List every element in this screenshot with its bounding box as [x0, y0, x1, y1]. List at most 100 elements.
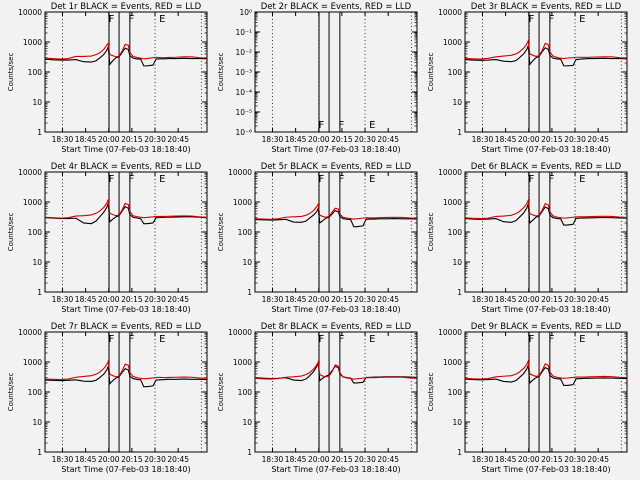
x-tick-label: 20:30 [354, 455, 376, 464]
y-axis-label: Counts/sec [427, 373, 435, 412]
flag-label: E [579, 174, 585, 185]
flag-label: E [369, 334, 375, 345]
panel-title: Det 7r BLACK = Events, RED = LLD [51, 322, 202, 332]
y-tick-label: 1000 [23, 358, 42, 367]
x-tick-label: 20:15 [121, 135, 143, 144]
x-tick-label: 18:30 [262, 135, 284, 144]
x-tick-label: 20:45 [167, 455, 189, 464]
y-tick-label: 100 [28, 68, 43, 77]
y-tick-label: 1 [457, 288, 462, 297]
y-tick-label: 100 [448, 228, 463, 237]
flag-label: F [318, 120, 324, 131]
y-tick-label: 10 [242, 258, 252, 267]
x-tick-label: 18:30 [52, 455, 74, 464]
panel-det-3: Det 3r BLACK = Events, RED = LLD 1 10 100 10… [427, 2, 628, 154]
flag-label: F [549, 334, 555, 345]
y-tick-label: 10 [452, 418, 462, 427]
y-tick-label: 1000 [233, 358, 252, 367]
y-tick-label: 10⁰ [239, 8, 252, 17]
x-tick-label: 20:30 [564, 455, 586, 464]
x-tick-label: 20:30 [564, 295, 586, 304]
panel-title: Det 2r BLACK = Events, RED = LLD [261, 2, 412, 12]
flag-label: F [528, 174, 534, 185]
plot-frame [464, 11, 628, 133]
y-tick-label: 100 [238, 388, 253, 397]
x-axis-label: Start Time (07-Feb-03 18:18:40) [481, 145, 610, 154]
panel-title: Det 9r BLACK = Events, RED = LLD [471, 322, 622, 332]
x-tick-label: 18:45 [75, 455, 97, 464]
x-tick-label: 18:45 [285, 135, 307, 144]
y-axis-label: Counts/sec [427, 53, 435, 92]
y-tick-label: 10000 [18, 168, 42, 177]
y-axis-label: Counts/sec [427, 213, 435, 252]
x-tick-label: 18:30 [262, 295, 284, 304]
y-axis-label: Counts/sec [217, 53, 225, 92]
panel-det-6: Det 6r BLACK = Events, RED = LLD 1 10 100 10… [427, 162, 628, 314]
x-tick-label: 20:00 [98, 135, 120, 144]
flag-label: E [159, 174, 165, 185]
y-axis-label: Counts/sec [7, 213, 15, 252]
y-tick-label: 10000 [438, 168, 462, 177]
panel-title: Det 8r BLACK = Events, RED = LLD [261, 322, 412, 332]
series-lld-line [254, 202, 418, 220]
flag-label: E [369, 120, 375, 131]
panel-det-7: Det 7r BLACK = Events, RED = LLD 1 10 100 10… [7, 322, 208, 474]
y-tick-label: 1 [37, 128, 42, 137]
x-tick-label: 20:00 [98, 295, 120, 304]
flag-label: F [318, 334, 324, 345]
x-axis-label: Start Time (07-Feb-03 18:18:40) [481, 305, 610, 314]
x-tick-label: 18:30 [52, 295, 74, 304]
x-tick-label: 20:00 [518, 455, 540, 464]
x-tick-label: 20:45 [377, 135, 399, 144]
x-tick-label: 20:00 [98, 455, 120, 464]
series-events-line [464, 365, 628, 387]
y-tick-label: 1 [37, 448, 42, 457]
y-tick-label: 10 [32, 258, 42, 267]
y-tick-label: 10⁻⁵ [235, 108, 252, 117]
x-tick-label: 18:45 [75, 295, 97, 304]
x-tick-label: 20:15 [331, 295, 353, 304]
y-tick-label: 10⁻¹ [235, 28, 252, 37]
y-tick-label: 1000 [443, 38, 462, 47]
flag-label: E [159, 334, 165, 345]
x-axis-label: Start Time (07-Feb-03 18:18:40) [271, 145, 400, 154]
series-events-line [44, 366, 208, 388]
y-tick-label: 1000 [23, 38, 42, 47]
x-tick-label: 20:30 [144, 135, 166, 144]
series-lld-line [464, 38, 628, 60]
y-tick-label: 10000 [228, 168, 252, 177]
x-tick-label: 18:45 [495, 295, 517, 304]
y-tick-label: 10 [32, 418, 42, 427]
panel-title: Det 6r BLACK = Events, RED = LLD [471, 162, 622, 172]
x-tick-label: 20:45 [587, 295, 609, 304]
series-events-line [44, 46, 208, 67]
x-tick-label: 18:45 [285, 295, 307, 304]
flag-label: F [339, 174, 345, 185]
x-tick-label: 20:15 [121, 455, 143, 464]
x-axis-label: Start Time (07-Feb-03 18:18:40) [271, 465, 400, 474]
series-lld-line [464, 358, 628, 380]
x-axis-label: Start Time (07-Feb-03 18:18:40) [61, 305, 190, 314]
x-axis-label: Start Time (07-Feb-03 18:18:40) [61, 465, 190, 474]
y-tick-label: 10 [32, 98, 42, 107]
flag-label: F [339, 334, 345, 345]
panel-det-8: Det 8r BLACK = Events, RED = LLD 1 10 100 10… [217, 322, 418, 474]
y-tick-label: 1 [247, 288, 252, 297]
y-tick-label: 10000 [438, 8, 462, 17]
flag-label: F [549, 14, 555, 25]
x-tick-label: 20:15 [331, 455, 353, 464]
x-tick-label: 20:30 [564, 135, 586, 144]
y-tick-label: 100 [448, 388, 463, 397]
x-tick-label: 20:15 [541, 295, 563, 304]
y-axis-label: Counts/sec [7, 53, 15, 92]
panel-title: Det 5r BLACK = Events, RED = LLD [261, 162, 412, 172]
y-axis-label: Counts/sec [7, 373, 15, 412]
plot-frame [44, 11, 208, 133]
y-tick-label: 1000 [233, 198, 252, 207]
plot-frame [44, 171, 208, 293]
series-events-line [44, 203, 208, 225]
x-tick-label: 20:30 [354, 135, 376, 144]
panel-det-4: Det 4r BLACK = Events, RED = LLD 1 10 100 10… [7, 162, 208, 314]
x-tick-label: 20:30 [144, 455, 166, 464]
